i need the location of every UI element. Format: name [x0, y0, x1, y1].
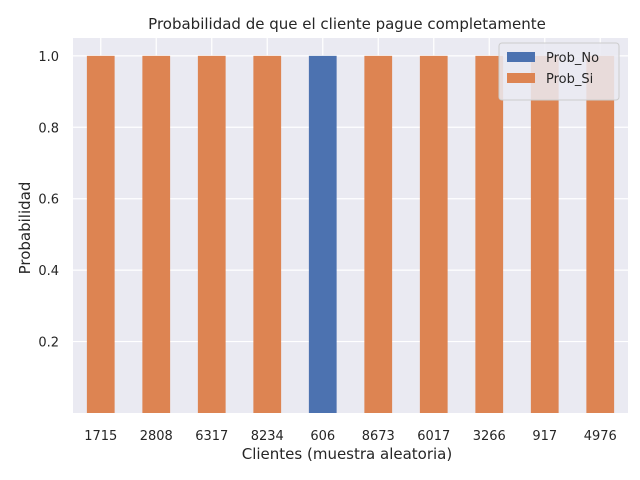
chart-title: Probabilidad de que el cliente pague com…	[148, 15, 546, 33]
legend-swatch-prob-si	[507, 73, 535, 83]
bar-prob-si-8673	[364, 55, 393, 413]
bar-prob-si-6317	[197, 55, 226, 413]
x-tick-label: 6017	[417, 429, 450, 444]
y-tick-labels: 0.2 0.4 0.6 0.8 1.0	[38, 50, 59, 351]
bars-group	[86, 55, 615, 413]
x-tick-label: 8673	[362, 429, 395, 444]
y-tick-label: 0.4	[38, 264, 59, 279]
bar-prob-si-3266	[475, 55, 504, 413]
x-tick-label: 6317	[195, 429, 228, 444]
x-tick-label: 4976	[584, 429, 617, 444]
legend-label-prob-si: Prob_Si	[546, 72, 593, 87]
x-axis-label: Clientes (muestra aleatoria)	[242, 445, 452, 463]
legend: Prob_No Prob_Si	[498, 42, 620, 101]
bar-prob-si-4976	[586, 55, 615, 413]
legend-swatch-prob-no	[507, 52, 535, 62]
x-tick-label: 606	[310, 429, 335, 444]
y-tick-label: 1.0	[38, 50, 59, 65]
x-tick-labels: 1715 2808 6317 8234 606 8673 6017 3266 917 4976	[84, 429, 617, 444]
legend-label-prob-no: Prob_No	[546, 51, 599, 66]
x-tick-label: 917	[532, 429, 557, 444]
x-tick-label: 8234	[251, 429, 284, 444]
y-tick-label: 0.8	[38, 121, 59, 136]
bar-prob-si-6017	[419, 55, 448, 413]
y-axis-label: Probabilidad	[16, 182, 34, 275]
bar-prob-si-8234	[253, 55, 282, 413]
y-tick-label: 0.2	[38, 336, 59, 351]
y-tick-label: 0.6	[38, 193, 59, 208]
x-tick-label: 3266	[473, 429, 506, 444]
bar-prob-no-606	[308, 55, 337, 413]
bar-prob-si-917	[530, 55, 559, 413]
x-tick-label: 2808	[140, 429, 173, 444]
bar-prob-si-1715	[86, 55, 115, 413]
bar-prob-si-2808	[142, 55, 171, 413]
x-tick-label: 1715	[84, 429, 117, 444]
